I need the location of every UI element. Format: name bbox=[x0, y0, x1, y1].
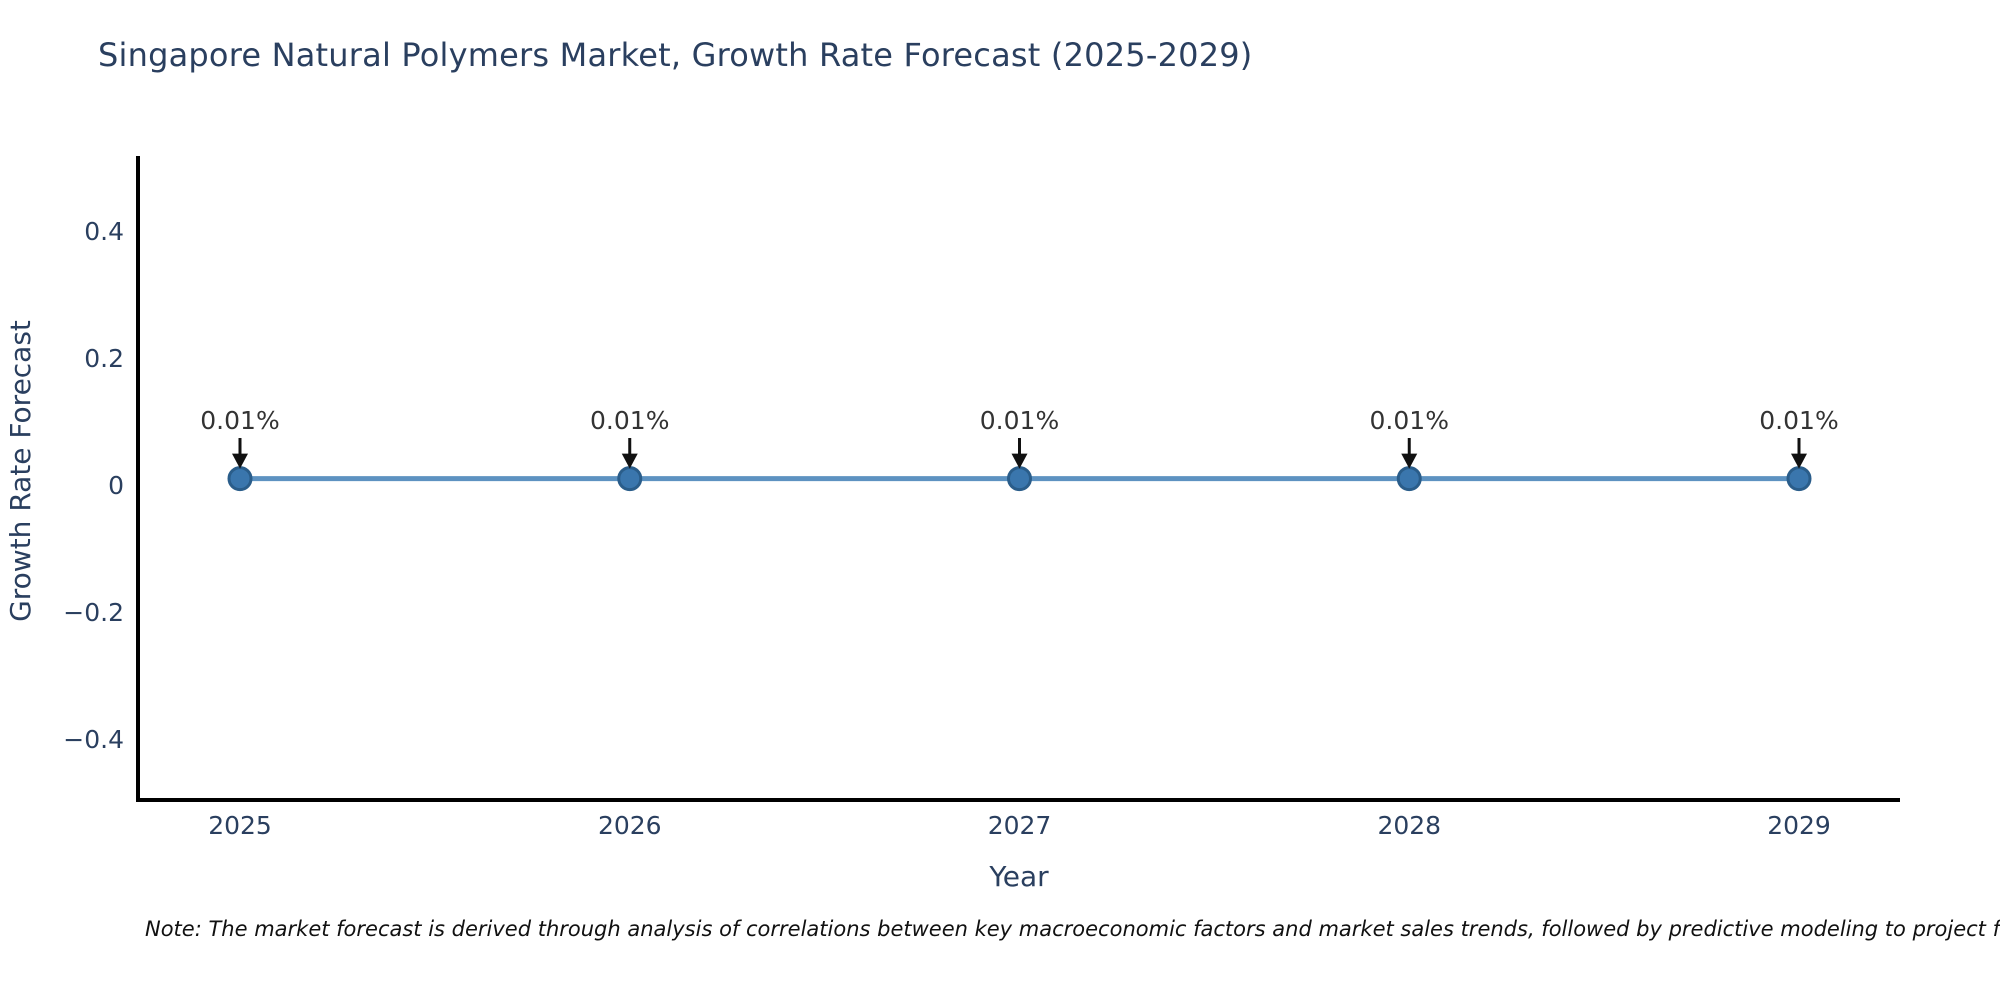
annotation-label: 0.01% bbox=[980, 406, 1059, 435]
x-tick-label: 2026 bbox=[598, 811, 662, 840]
chart-title: Singapore Natural Polymers Market, Growt… bbox=[98, 36, 1253, 74]
annotation-label: 0.01% bbox=[1370, 406, 1449, 435]
data-point-marker bbox=[1007, 466, 1032, 492]
annotation-label: 0.01% bbox=[1759, 406, 1838, 435]
x-tick-label: 2028 bbox=[1377, 811, 1441, 840]
y-tick-label: −0.4 bbox=[63, 725, 124, 754]
annotation-label: 0.01% bbox=[590, 406, 669, 435]
y-axis-title: Growth Rate Forecast bbox=[4, 320, 37, 622]
footnote: Note: The market forecast is derived thr… bbox=[145, 917, 2000, 941]
x-tick-label: 2029 bbox=[1767, 811, 1831, 840]
data-point-marker bbox=[227, 466, 253, 492]
data-point-marker bbox=[617, 466, 643, 492]
y-tick-label: 0.2 bbox=[84, 344, 124, 373]
annotation-arrowhead bbox=[621, 453, 638, 469]
y-tick-label: 0.4 bbox=[84, 217, 124, 246]
annotation-label: 0.01% bbox=[200, 406, 279, 435]
x-axis-title: Year bbox=[988, 860, 1049, 893]
data-point-marker bbox=[1786, 466, 1812, 492]
annotation-arrowhead bbox=[1791, 453, 1807, 469]
annotation-arrowhead bbox=[232, 453, 248, 469]
y-tick-label: 0 bbox=[108, 471, 124, 500]
x-tick-label: 2025 bbox=[208, 811, 272, 840]
x-tick-label: 2027 bbox=[988, 811, 1052, 840]
annotation-arrowhead bbox=[1011, 453, 1028, 469]
y-tick-label: −0.2 bbox=[63, 598, 124, 627]
data-point-marker bbox=[1396, 466, 1422, 492]
annotation-arrowhead bbox=[1401, 453, 1418, 469]
